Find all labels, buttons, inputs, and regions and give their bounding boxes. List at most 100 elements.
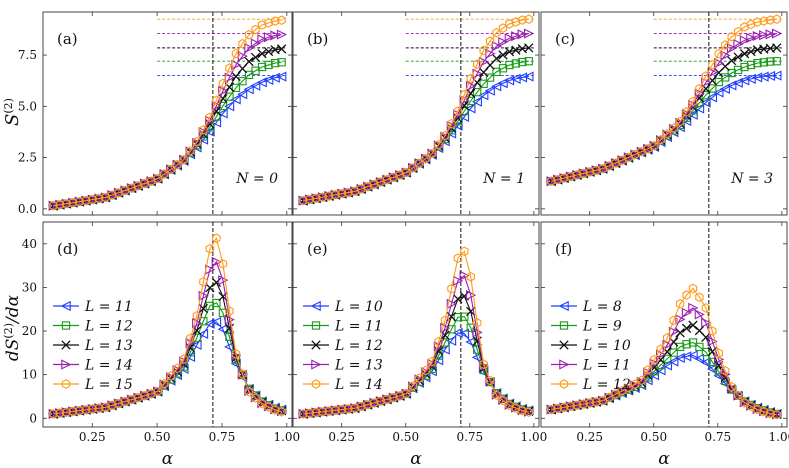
data-point [695,292,704,303]
data-point [552,403,564,414]
panel-f: 0.25 0.50 0.75 1.00 (f) L = 8 L = 9 L = 10 L = 1… [540,221,789,468]
data-point [238,76,247,86]
x-tick-label: 0.25 [79,430,106,444]
data-point [270,405,280,415]
y-tick-label: 0 [29,411,37,425]
data-point [559,173,569,183]
data-point [547,404,556,415]
data-point [637,375,646,386]
data-point [225,63,234,73]
data-point [479,79,488,88]
data-point [395,170,405,180]
data-point [585,167,595,177]
data-point [733,65,743,75]
data-point [204,126,215,137]
data-point [492,390,501,401]
data-point [746,19,756,30]
data-point [440,315,450,326]
data-point [772,43,782,53]
data-point [721,73,730,82]
data-point [74,196,85,207]
legend-entry: L = 13 [84,338,133,354]
x-tick-label: 0.50 [392,430,419,444]
data-point [675,328,685,338]
data-point [598,163,607,174]
legend-marker [61,340,71,350]
data-point [624,382,633,393]
x-tick-label: 0.25 [328,430,355,444]
data-point [721,365,730,376]
data-point [362,399,374,410]
legend-marker [61,379,71,389]
data-point [765,29,776,40]
data-point [49,200,58,211]
data-point [324,191,334,201]
data-point [656,349,667,360]
data-point [726,80,737,91]
data-point [772,409,781,420]
data-point [408,381,419,392]
data-point [211,277,222,288]
data-point [695,83,704,94]
data-point [186,146,195,156]
data-point [81,195,91,206]
data-point [511,403,521,413]
data-point [88,194,97,205]
data-point [598,395,609,406]
data-point [688,302,699,313]
data-point [277,406,286,417]
x-tick-label: 1.00 [273,430,300,444]
data-point [337,188,348,199]
legend-marker [559,359,570,370]
data-point [133,392,143,403]
data-point [166,372,177,383]
data-point [465,103,476,114]
data-point [439,344,450,355]
data-point [764,70,776,81]
y-tick-label: 40 [22,237,37,251]
data-point [186,333,195,344]
panel-label: (f) [555,240,572,258]
data-point [695,342,704,352]
data-point [81,195,92,206]
data-point [578,398,589,410]
legend-entry: L = 12 [582,377,631,393]
panel-label: (c) [555,30,575,48]
data-point [675,342,685,352]
data-point [318,406,327,417]
data-point [617,385,627,396]
data-point [414,158,425,169]
legend-marker [310,300,321,312]
data-point [453,275,464,286]
data-point [357,401,366,412]
data-point [160,378,169,389]
data-point [637,146,646,157]
data-point [458,328,470,339]
data-point [139,390,151,401]
plot-area [297,12,535,215]
data-point [682,340,691,349]
data-point [466,271,475,282]
data-point [68,197,79,208]
data-point [88,404,97,414]
data-point [210,316,222,328]
panels: 0.0 2.5 5.0 7.5 (a) N = 0 (b) N = 1 (c) N = 3 0.25… [18,11,789,468]
data-point [739,35,750,46]
data-point [185,146,196,157]
data-point [212,112,221,121]
data-point [244,387,254,397]
data-point [714,77,723,87]
data-point [311,407,321,418]
data-point [473,59,482,69]
data-point [263,32,275,43]
data-point [257,398,267,409]
x-tick-label: 0.50 [144,430,171,444]
data-point [511,31,522,42]
data-point [565,171,577,182]
data-point [350,403,359,413]
data-point [433,355,444,366]
data-point [192,333,201,342]
data-point [630,149,640,160]
data-point [153,386,162,397]
data-point [746,32,757,44]
